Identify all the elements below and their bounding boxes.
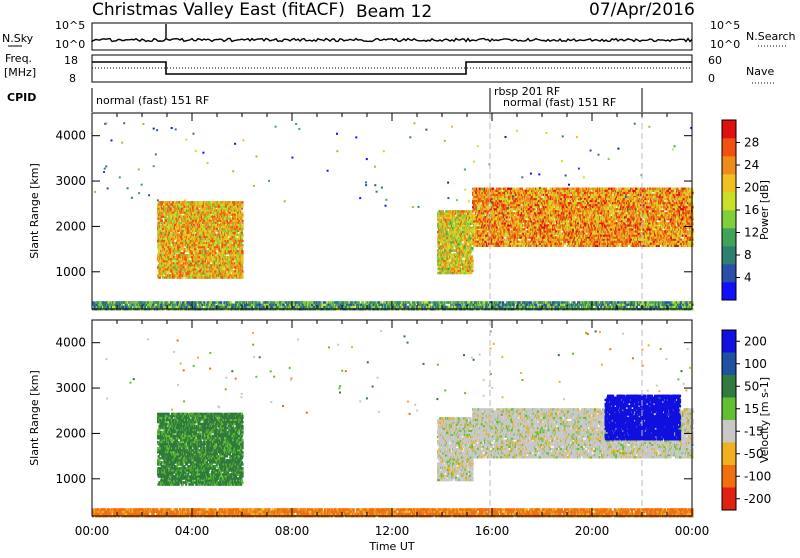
nsky-tick-bottom: 10^0 (55, 38, 85, 51)
echo-cell (241, 266, 243, 268)
echo-cell (241, 201, 243, 203)
echo-cell (447, 272, 449, 274)
echo-cell (463, 217, 465, 219)
echo-cell (241, 250, 243, 252)
echo-cell (483, 245, 485, 247)
freq-panel: Freq. [MHz] 18 8 60 0 Nave (4, 52, 776, 85)
echo-cell (184, 264, 186, 266)
echo-cell (448, 210, 450, 212)
echo-cell (241, 203, 243, 205)
nsky-tick-top: 10^5 (55, 19, 85, 32)
echo-cell (471, 258, 473, 260)
echo-cell (241, 244, 243, 246)
echo-cell (450, 241, 452, 243)
echo-cell (160, 244, 162, 246)
echo-cell (173, 238, 175, 240)
nave-label: Nave (746, 65, 774, 78)
echo-cell (162, 276, 164, 278)
echo-cell (471, 262, 473, 264)
echo-cell (209, 218, 211, 220)
date-label: 07/Apr/2016 (589, 0, 695, 20)
echo-cell (183, 201, 185, 203)
echo-cell (231, 270, 233, 272)
echo-cell (241, 220, 243, 222)
echo-cell (462, 210, 464, 212)
plot-title: Christmas Valley East (fitACF) (92, 0, 345, 20)
echo-cell (241, 224, 243, 226)
echo-cell (471, 255, 473, 257)
echo-cell (241, 213, 243, 215)
echo-cell (239, 222, 241, 224)
echo-cell (236, 234, 238, 236)
echo-cell (241, 252, 243, 254)
echo-cell (444, 249, 446, 251)
freq-label-top: Freq. (5, 52, 32, 65)
cpid-segment-1: normal (fast) 151 RF (96, 94, 209, 107)
echo-cell (178, 201, 180, 203)
echo-cell (215, 244, 217, 246)
nsky-series-line (92, 39, 692, 43)
echo-cell (487, 202, 489, 204)
echo-cell (450, 272, 452, 274)
echo-cell (191, 201, 193, 203)
echo-cell (185, 258, 187, 260)
echo-cell (471, 270, 473, 272)
cpid-label: CPID (7, 91, 36, 104)
echo-cell (172, 201, 174, 203)
nsearch-tick-bottom: 10^0 (710, 38, 740, 51)
echo-cell (184, 209, 186, 211)
echo-cell (241, 270, 243, 272)
nave-tick-top: 60 (708, 54, 722, 67)
echo-cell (464, 235, 466, 237)
echo-cell (168, 205, 170, 207)
echo-cell (453, 272, 455, 274)
echo-cell (235, 238, 237, 240)
echo-cell (175, 238, 177, 240)
freq-tick-top: 18 (64, 54, 78, 67)
freq-label-bottom: [MHz] (4, 66, 36, 79)
echo-cell (462, 260, 464, 262)
echo-cell (451, 245, 453, 247)
echo-cell (182, 272, 184, 274)
cpid-panel: CPID normal (fast) 151 RF rbsp 201 RF no… (7, 85, 642, 112)
nsky-panel: N.Sky 10^5 10^0 10^5 10^0 N.Search (2, 19, 796, 51)
echo-cell (458, 268, 460, 270)
echo-cell (229, 209, 231, 211)
echo-cell (206, 250, 208, 252)
nsky-label: N.Sky (2, 32, 34, 45)
nsearch-tick-top: 10^5 (710, 19, 740, 32)
echo-cell (492, 188, 494, 190)
echo-cell (241, 258, 243, 260)
echo-cell (448, 258, 450, 260)
echo-cell (162, 244, 164, 246)
freq-tick-bottom: 8 (69, 72, 76, 85)
echo-cell (478, 202, 480, 204)
echo-cell (241, 234, 243, 236)
echo-cell (241, 272, 243, 274)
echo-cell (161, 220, 163, 222)
echo-cell (470, 272, 472, 274)
cpid-segment-3: normal (fast) 151 RF (503, 96, 616, 109)
echo-cell (471, 247, 473, 249)
echo-cell (238, 203, 240, 205)
echo-cell (170, 218, 172, 220)
echo-cell (207, 270, 209, 272)
echo-cell (232, 201, 234, 203)
beam-label: Beam 12 (356, 2, 432, 22)
echo-cell (471, 249, 473, 251)
echo-cell (232, 258, 234, 260)
echo-cell (470, 237, 472, 239)
echo-cell (442, 210, 444, 212)
nsearch-label: N.Search (746, 30, 796, 43)
echo-cell (168, 224, 170, 226)
echo-cell (443, 272, 445, 274)
echo-cell (241, 240, 243, 242)
nave-tick-bottom: 0 (708, 72, 715, 85)
echo-cell (468, 229, 470, 231)
